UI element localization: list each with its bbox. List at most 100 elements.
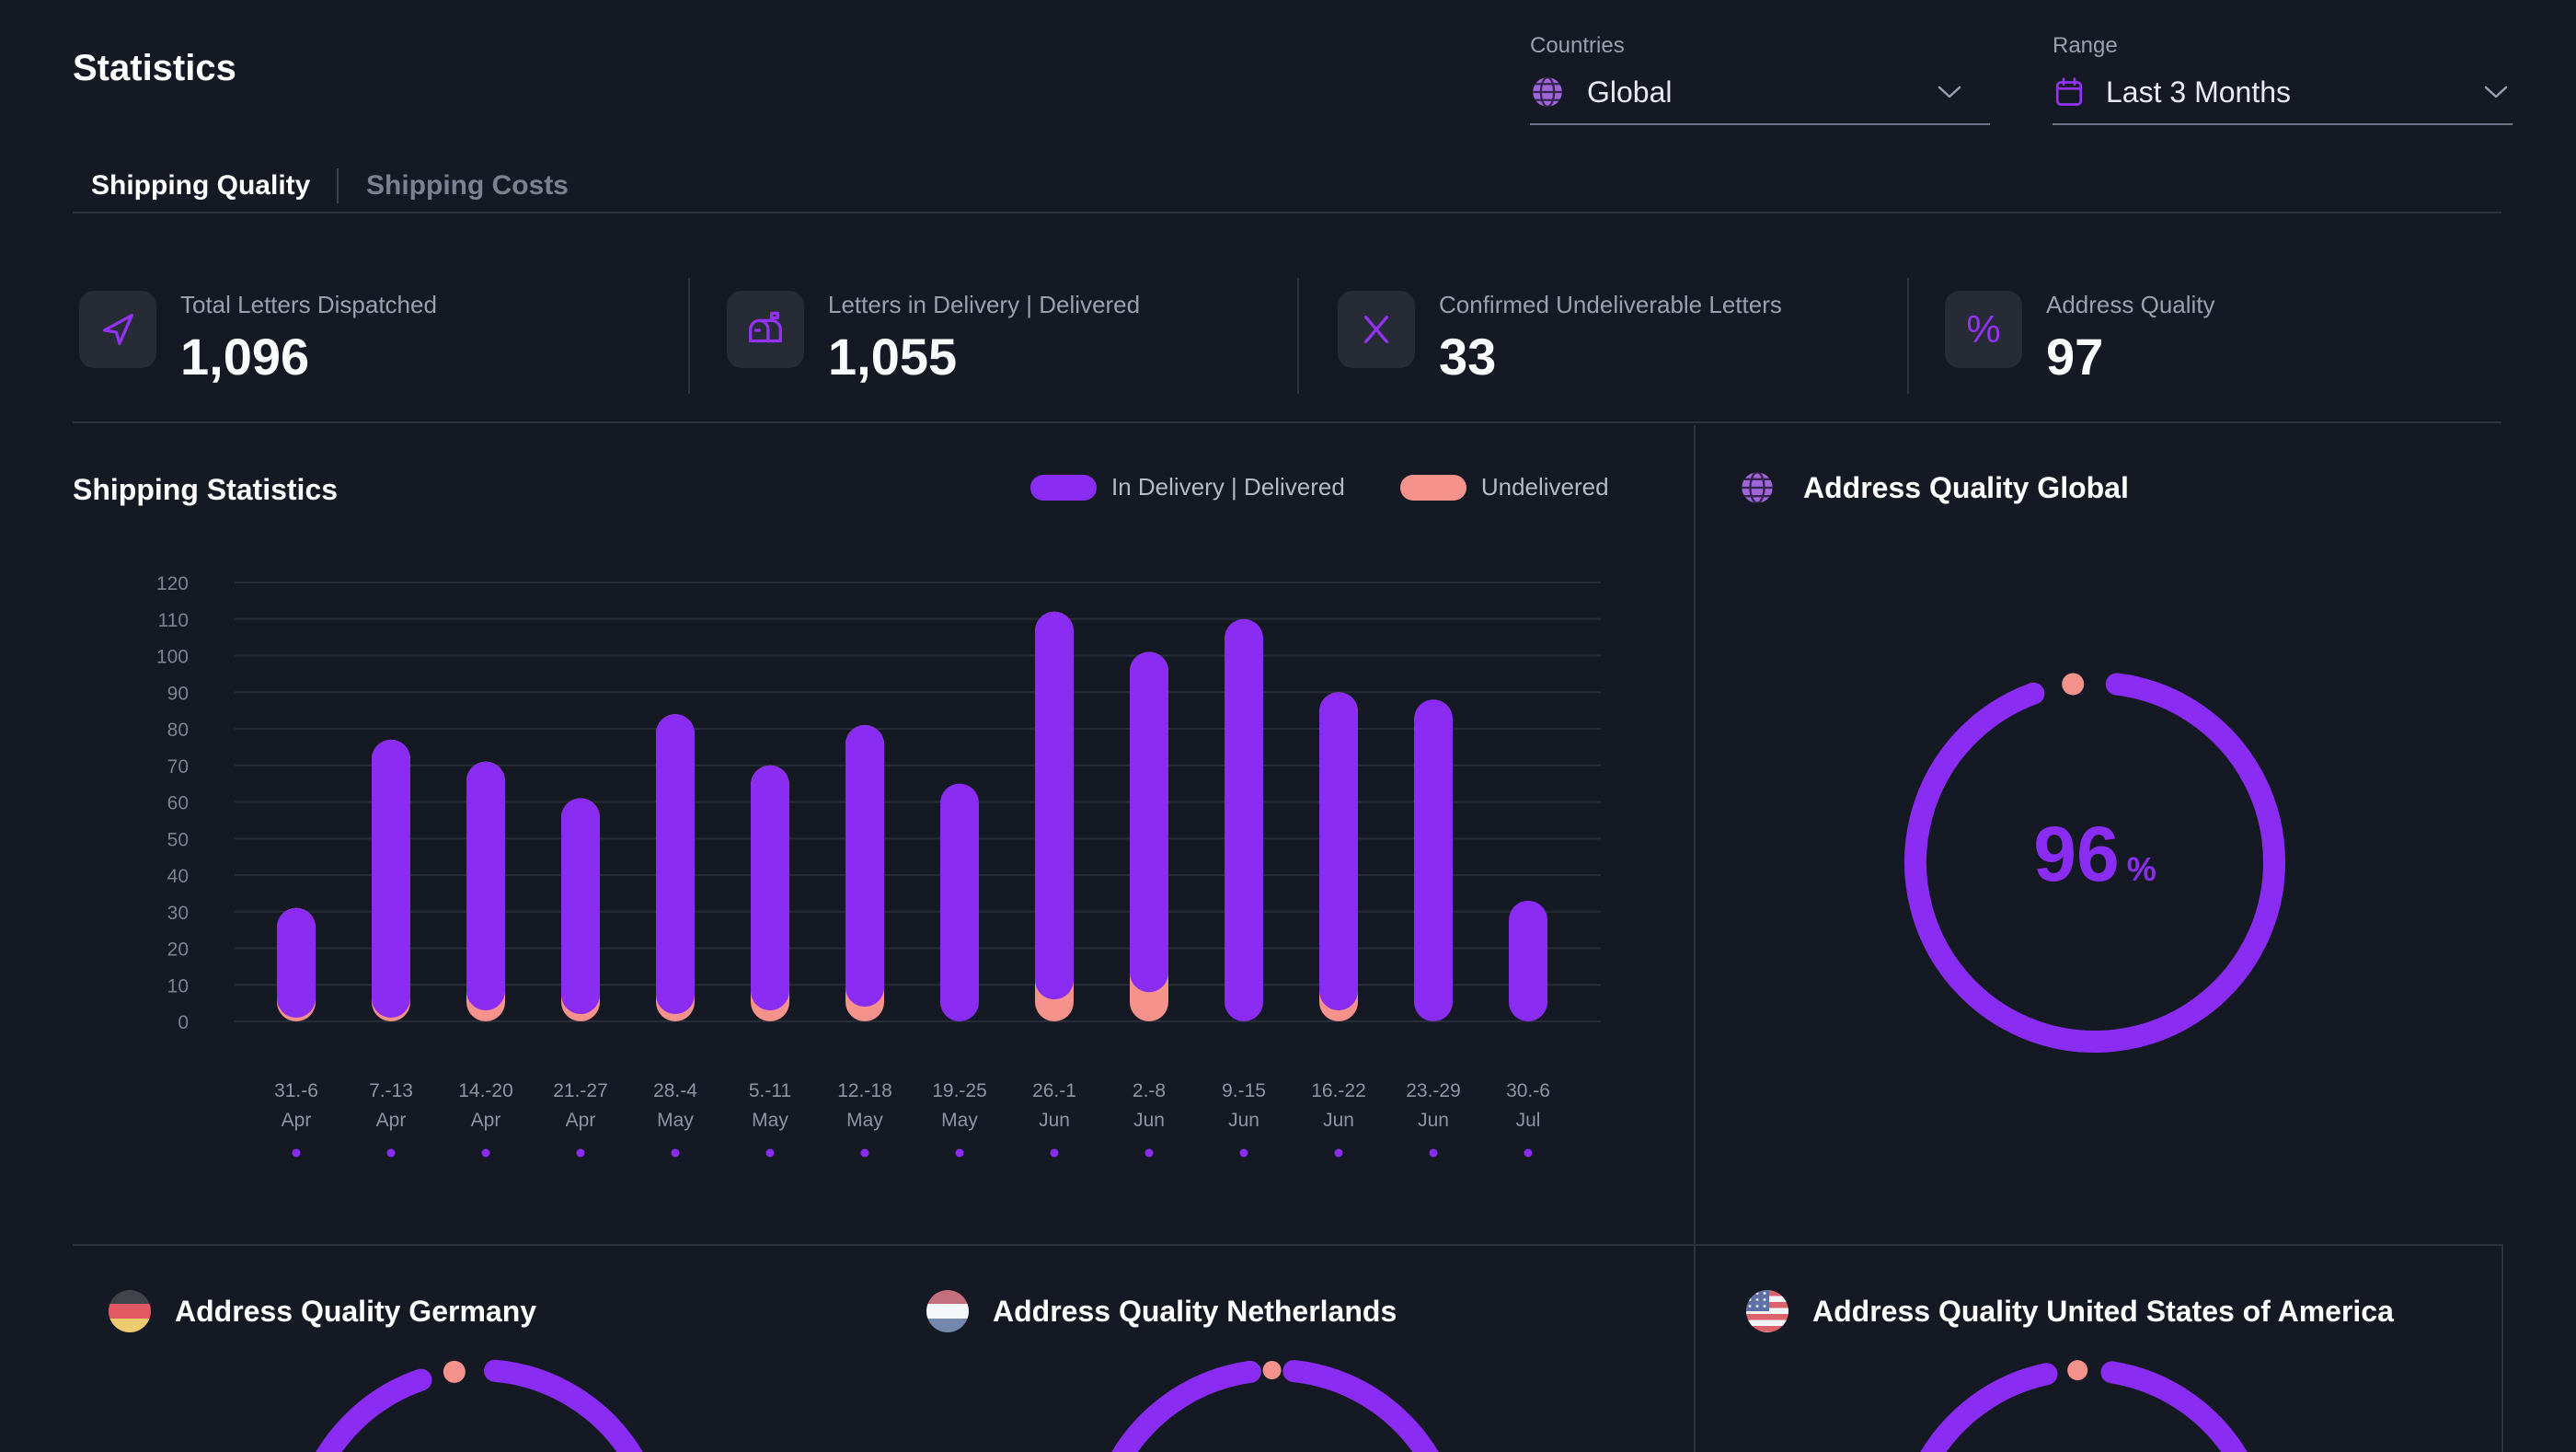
svg-text:Jun: Jun <box>1039 1110 1070 1131</box>
svg-text:2.-8: 2.-8 <box>1133 1080 1166 1101</box>
gauge-value: 96 <box>2033 811 2120 897</box>
tab-shipping-costs[interactable]: Shipping Costs <box>366 170 569 201</box>
globe-icon <box>1739 469 1776 506</box>
address-quality-germany-header: Address Quality Germany <box>109 1290 536 1332</box>
svg-text:50: 50 <box>167 829 189 850</box>
svg-text:120: 120 <box>156 573 189 594</box>
svg-text:5.-11: 5.-11 <box>749 1080 791 1101</box>
svg-text:May: May <box>941 1110 978 1131</box>
germany-flag-icon <box>109 1290 151 1332</box>
tabs-divider <box>73 212 2501 213</box>
svg-text:9.-15: 9.-15 <box>1222 1080 1266 1101</box>
country-gauges <box>316 1359 2248 1452</box>
svg-text:110: 110 <box>158 610 189 631</box>
kpi-divider <box>688 278 690 394</box>
range-dropdown[interactable]: Range Last 3 Months <box>2053 33 2513 125</box>
svg-text:20: 20 <box>167 939 189 961</box>
svg-text:90: 90 <box>167 683 189 704</box>
svg-text:21.-27: 21.-27 <box>553 1080 608 1101</box>
netherlands-flag-icon <box>926 1290 969 1332</box>
countries-underline <box>1530 123 1990 125</box>
gauge-unit: % <box>2126 850 2156 888</box>
svg-text:28.-4: 28.-4 <box>653 1080 697 1101</box>
kpi-label: Letters in Delivery | Delivered <box>828 291 1141 318</box>
svg-text:Jul: Jul <box>1516 1110 1541 1131</box>
chevron-down-icon <box>1937 85 1962 99</box>
svg-text:19.-25: 19.-25 <box>932 1080 987 1101</box>
calendar-icon <box>2053 75 2086 109</box>
kpi-total-dispatched: Total Letters Dispatched 1,096 <box>79 291 437 386</box>
address-quality-usa-header: Address Quality United States of America <box>1746 1290 2394 1332</box>
card-title: Address Quality Germany <box>175 1294 537 1328</box>
address-quality-netherlands-header: Address Quality Netherlands <box>926 1290 1397 1332</box>
svg-text:7.-13: 7.-13 <box>369 1080 413 1101</box>
svg-text:Jun: Jun <box>1323 1110 1354 1131</box>
svg-text:Jun: Jun <box>1228 1110 1259 1131</box>
kpi-in-delivery: Letters in Delivery | Delivered 1,055 <box>727 291 1140 386</box>
svg-text:May: May <box>657 1110 694 1131</box>
svg-text:60: 60 <box>167 793 189 814</box>
bottom-right-divider <box>2501 1244 2503 1452</box>
page-title: Statistics <box>73 48 236 88</box>
kpi-label: Address Quality <box>2046 291 2215 318</box>
range-underline <box>2053 123 2513 125</box>
kpi-divider <box>1907 278 1909 394</box>
svg-text:31.-6: 31.-6 <box>274 1080 318 1101</box>
legend-label: Undelivered <box>1480 473 1609 501</box>
svg-text:Apr: Apr <box>282 1110 312 1131</box>
x-icon <box>1338 291 1415 368</box>
svg-text:40: 40 <box>167 866 189 887</box>
svg-text:Apr: Apr <box>471 1110 501 1131</box>
kpi-address-quality: % Address Quality 97 <box>1945 291 2215 386</box>
send-icon <box>79 291 156 368</box>
legend-undelivered[interactable]: Undelivered <box>1399 473 1609 501</box>
countries-label: Countries <box>1530 33 1625 58</box>
legend-label: In Delivery | Delivered <box>1111 473 1345 501</box>
svg-text:26.-1: 26.-1 <box>1032 1080 1076 1101</box>
kpi-value: 33 <box>1439 328 1497 386</box>
usa-flag-icon <box>1746 1290 1788 1332</box>
globe-icon <box>1530 75 1565 109</box>
address-quality-global-header: Address Quality Global <box>1739 469 2129 506</box>
svg-text:Apr: Apr <box>566 1110 596 1131</box>
kpi-value: 97 <box>2046 328 2104 386</box>
svg-text:12.-18: 12.-18 <box>837 1080 892 1101</box>
svg-text:Jun: Jun <box>1418 1110 1449 1131</box>
kpi-value: 1,055 <box>828 328 958 386</box>
svg-text:0: 0 <box>178 1012 189 1033</box>
main-vertical-divider <box>1694 425 1696 1452</box>
kpi-row-divider <box>73 421 2501 423</box>
svg-text:30.-6: 30.-6 <box>1506 1080 1550 1101</box>
card-title: Address Quality United States of America <box>1812 1294 2394 1328</box>
legend-swatch-salmon <box>1399 474 1466 501</box>
svg-text:30: 30 <box>167 903 189 924</box>
kpi-label: Confirmed Undeliverable Letters <box>1439 291 1782 318</box>
card-title: Address Quality Netherlands <box>993 1294 1397 1328</box>
shipping-statistics-bar-chart: 0 10 20 30 40 50 60 70 80 90 100 110 120 31.-6 Apr 7.-1… <box>156 573 1601 1158</box>
panel-title: Address Quality Global <box>1803 470 2129 504</box>
legend-in-delivery[interactable]: In Delivery | Delivered <box>1030 473 1345 501</box>
svg-text:100: 100 <box>156 647 189 668</box>
percent-icon: % <box>1945 291 2022 368</box>
tab-shipping-quality[interactable]: Shipping Quality <box>91 170 311 201</box>
svg-text:80: 80 <box>167 720 189 741</box>
svg-text:70: 70 <box>167 756 189 778</box>
bottom-section-divider <box>73 1244 2501 1246</box>
svg-text:14.-20: 14.-20 <box>458 1080 513 1101</box>
address-quality-global-gauge <box>1904 673 2285 1053</box>
shipping-statistics-title: Shipping Statistics <box>73 473 339 506</box>
svg-text:16.-22: 16.-22 <box>1311 1080 1366 1101</box>
mailbox-icon <box>727 291 804 368</box>
tab-separator <box>337 168 339 203</box>
range-label: Range <box>2053 33 2118 58</box>
range-value: Last 3 Months <box>2106 75 2291 109</box>
svg-text:Jun: Jun <box>1133 1110 1165 1131</box>
chevron-down-icon <box>2483 85 2509 99</box>
legend-swatch-purple <box>1030 474 1097 501</box>
svg-text:23.-29: 23.-29 <box>1406 1080 1461 1101</box>
kpi-undeliverable: Confirmed Undeliverable Letters 33 <box>1338 291 1782 386</box>
svg-text:Apr: Apr <box>376 1110 407 1131</box>
svg-text:May: May <box>752 1110 788 1131</box>
countries-dropdown[interactable]: Countries Global <box>1530 33 1990 125</box>
